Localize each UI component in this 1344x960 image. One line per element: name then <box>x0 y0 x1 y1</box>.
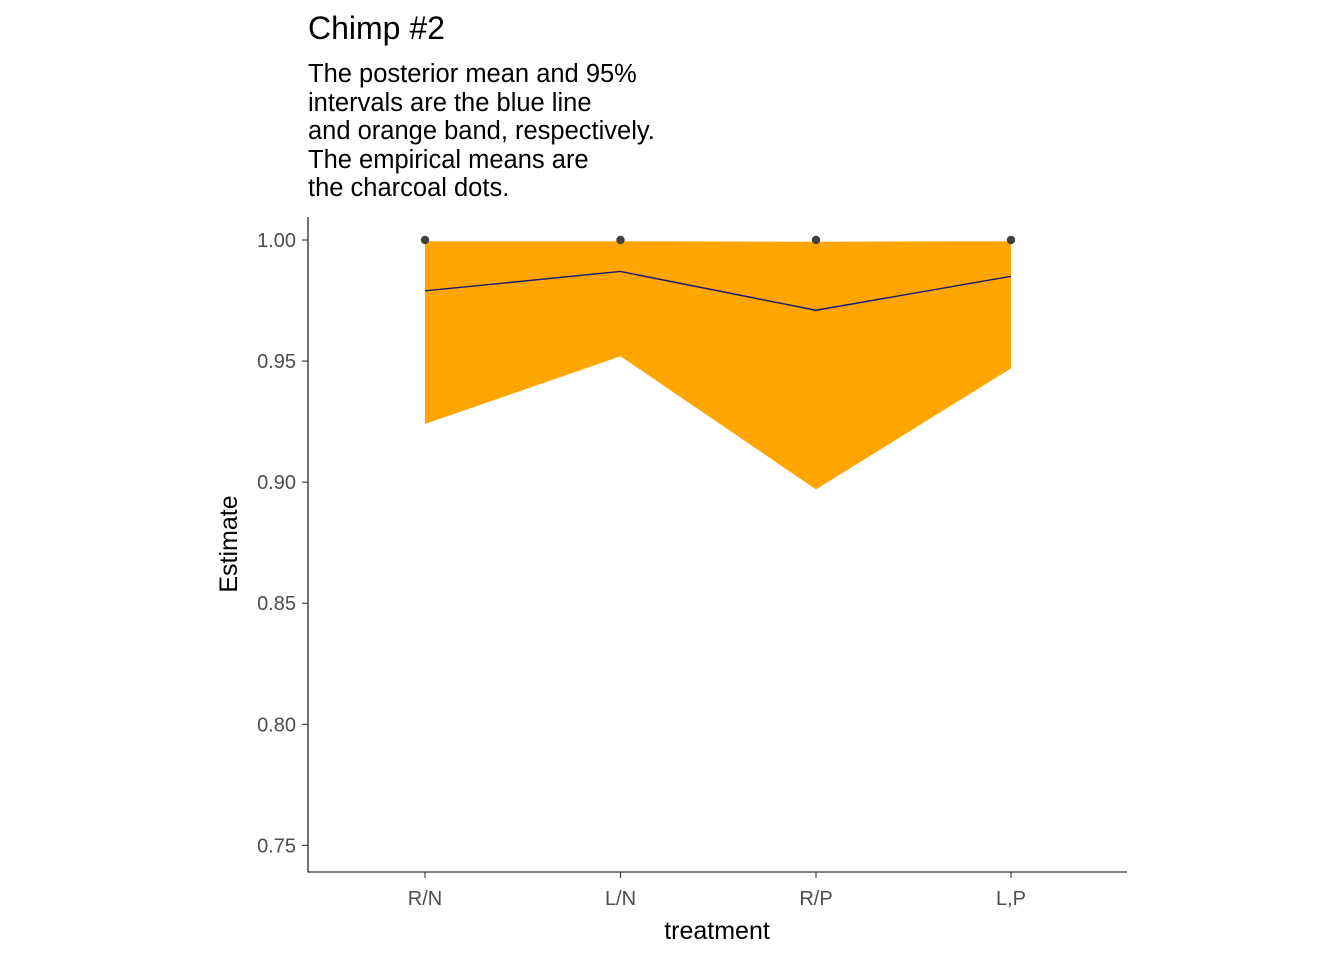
subtitle-line: The posterior mean and 95% <box>308 60 637 88</box>
subtitle-line: The empirical means are <box>308 145 589 174</box>
chart-title: Chimp #2 <box>308 10 445 46</box>
x-tick-label: R/N <box>408 888 442 910</box>
y-tick-label: 0.90 <box>257 472 296 494</box>
x-tick-label: R/P <box>799 888 832 910</box>
y-tick-label: 0.75 <box>257 835 296 857</box>
subtitle-line: intervals are the blue line <box>308 88 592 117</box>
posterior-mean-line <box>424 270 1012 311</box>
y-axis-title: Estimate <box>215 495 243 592</box>
x-tick-label: L,P <box>996 888 1026 910</box>
interval-ribbon <box>425 241 1011 490</box>
x-tick-label: L/N <box>605 888 636 910</box>
y-tick-label: 0.80 <box>257 714 296 736</box>
chart-subtitle: The posterior mean and 95% intervals are… <box>308 60 655 203</box>
empirical-mean-point <box>420 235 430 245</box>
y-tick-label: 0.95 <box>257 351 296 373</box>
empirical-mean-point <box>811 235 821 245</box>
y-tick-label: 0.85 <box>257 593 296 615</box>
y-tick-label: 1.00 <box>257 230 296 252</box>
subtitle-line: and orange band, respectively. <box>308 117 655 146</box>
empirical-mean-point <box>616 235 625 245</box>
subtitle-line: the charcoal dots. <box>308 174 510 203</box>
x-axis-title: treatment <box>664 917 770 945</box>
empirical-mean-point <box>1006 235 1016 245</box>
